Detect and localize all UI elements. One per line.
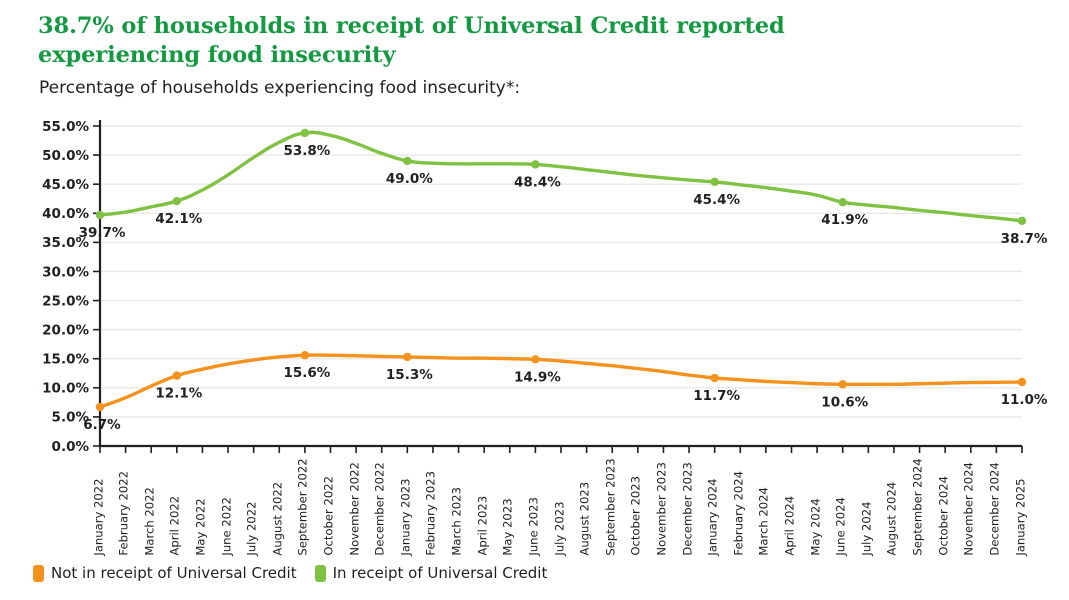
legend-swatch-icon xyxy=(33,564,44,582)
data-point-marker xyxy=(403,156,412,166)
x-axis-tick-label: March 2023 xyxy=(449,487,464,556)
data-point-marker xyxy=(710,373,719,383)
x-axis-tick-label: June 2023 xyxy=(526,497,541,556)
x-axis-tick-label: November 2023 xyxy=(654,462,669,556)
x-axis-tick-label: January 2024 xyxy=(705,478,720,556)
x-axis-tick-label: June 2024 xyxy=(833,497,848,556)
data-point-label: 39.7% xyxy=(79,225,126,241)
y-axis-tick-label: 55.0% xyxy=(42,119,89,135)
legend-swatch-icon xyxy=(314,564,326,582)
data-point-label: 12.1% xyxy=(155,386,202,402)
y-axis-tick-label: 40.0% xyxy=(42,206,89,222)
y-axis-tick-label: 50.0% xyxy=(42,148,89,164)
data-point-label: 15.6% xyxy=(283,365,330,381)
x-axis-tick-label: August 2023 xyxy=(577,482,592,556)
x-axis-tick-label: February 2024 xyxy=(731,471,746,556)
x-axis-tick-label: May 2024 xyxy=(808,498,823,556)
data-point-marker xyxy=(1017,216,1027,226)
data-point-label: 48.4% xyxy=(514,174,561,190)
x-axis-tick-label: May 2023 xyxy=(500,498,515,556)
data-point-marker xyxy=(710,177,719,187)
series-line xyxy=(98,130,1024,223)
x-axis-tick-label: November 2024 xyxy=(961,462,976,556)
data-point-label: 15.3% xyxy=(386,367,433,383)
data-point-label: 11.0% xyxy=(1001,392,1048,408)
x-axis-tick-label: August 2024 xyxy=(884,482,899,556)
x-axis-tick-label: September 2023 xyxy=(603,458,618,556)
data-point-marker xyxy=(838,380,847,389)
data-point-marker xyxy=(300,128,310,138)
x-axis-tick-label: March 2022 xyxy=(142,487,157,556)
y-axis-tick-label: 0.0% xyxy=(52,439,90,455)
data-point-marker xyxy=(1017,377,1027,387)
x-axis-tick-label: September 2022 xyxy=(295,458,310,556)
data-point-marker xyxy=(838,198,847,207)
y-axis-tick-label: 45.0% xyxy=(42,177,89,193)
series-line xyxy=(98,353,1024,409)
data-point-marker xyxy=(531,355,540,364)
x-axis-tick-label: October 2022 xyxy=(321,476,336,556)
data-point-marker xyxy=(300,351,310,360)
data-point-label: 38.7% xyxy=(1001,231,1048,247)
data-point-marker xyxy=(172,196,182,206)
legend-item-label: Not in receipt of Universal Credit xyxy=(51,564,297,582)
data-point-label: 45.4% xyxy=(693,192,740,208)
x-axis-tick-label: September 2024 xyxy=(910,458,925,556)
data-point-label: 49.0% xyxy=(386,171,433,187)
data-point-marker xyxy=(403,352,412,362)
chart-subtitle: Percentage of households experiencing fo… xyxy=(39,78,521,98)
x-axis-tick-label: February 2022 xyxy=(116,471,131,556)
x-axis-tick-label: November 2022 xyxy=(347,462,362,556)
x-axis-labels: January 2022 February 2022 March 2022 April… xyxy=(0,452,1069,556)
y-axis-tick-label: 30.0% xyxy=(42,264,89,280)
x-axis-tick-label: July 2023 xyxy=(551,501,566,556)
data-point-label: 53.8% xyxy=(283,143,330,159)
data-point-label: 41.9% xyxy=(821,212,868,228)
page-title: 38.7% of households in receipt of Univer… xyxy=(38,13,785,69)
data-point-label: 11.7% xyxy=(693,388,740,404)
x-axis-tick-label: December 2022 xyxy=(372,462,387,556)
legend-item-label: In receipt of Universal Credit xyxy=(332,564,548,582)
data-point-marker xyxy=(95,402,105,412)
data-point-label: 6.7% xyxy=(83,417,121,433)
legend-item[interactable]: In receipt of Universal Credit xyxy=(314,564,548,582)
data-point-label: 14.9% xyxy=(514,369,561,385)
data-point-label: 10.6% xyxy=(821,394,868,410)
plot-area: 0.0% 5.0% 10.0% 15.0% 20.0% 25.0% 30.0% 35.0% 40… xyxy=(0,110,1069,470)
y-axis-tick-label: 25.0% xyxy=(42,293,89,309)
y-axis-tick-label: 35.0% xyxy=(42,235,89,251)
x-axis-tick-label: February 2023 xyxy=(423,471,438,556)
x-axis-tick-label: July 2024 xyxy=(859,501,874,556)
x-axis-tick-label: April 2024 xyxy=(782,496,797,556)
x-axis-tick-label: October 2024 xyxy=(936,476,951,556)
x-axis-tick-label: May 2022 xyxy=(193,498,208,556)
y-axis-tick-label: 20.0% xyxy=(42,322,89,338)
x-axis-tick-label: April 2023 xyxy=(475,496,490,556)
legend-item[interactable]: Not in receipt of Universal Credit xyxy=(33,564,297,582)
line-chart-svg: 0.0% 5.0% 10.0% 15.0% 20.0% 25.0% 30.0% 35.0% 40… xyxy=(42,119,1048,455)
x-axis-tick-label: August 2022 xyxy=(270,482,285,556)
x-axis-tick-label: January 2023 xyxy=(398,478,413,556)
y-axis-tick-label: 10.0% xyxy=(42,381,89,397)
data-point-marker xyxy=(531,160,540,169)
x-axis-tick-label: April 2022 xyxy=(167,496,182,556)
x-axis-tick-label: March 2024 xyxy=(756,487,771,556)
x-axis-tick-label: January 2025 xyxy=(1012,478,1027,556)
x-axis-tick-label: December 2023 xyxy=(679,462,694,556)
y-axis-tick-label: 15.0% xyxy=(42,352,89,368)
x-axis-tick-label: December 2024 xyxy=(987,462,1002,556)
y-axis-tick-label: 5.0% xyxy=(52,410,90,426)
data-point-marker xyxy=(95,210,105,220)
x-axis-tick-label: January 2022 xyxy=(90,478,105,556)
x-axis-tick-label: July 2022 xyxy=(244,501,259,556)
data-point-marker xyxy=(172,371,182,380)
x-axis-tick-label: June 2022 xyxy=(218,497,233,556)
data-point-label: 42.1% xyxy=(155,211,202,227)
x-axis-tick-label: October 2023 xyxy=(628,476,643,556)
chart-legend: Not in receipt of Universal Credit In rec… xyxy=(33,564,547,582)
